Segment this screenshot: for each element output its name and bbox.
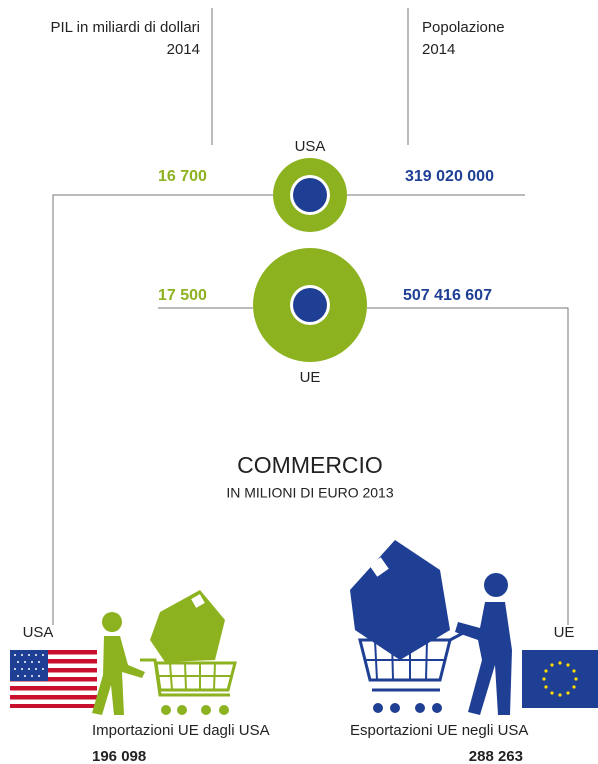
imports-value: 196 098 — [92, 748, 146, 764]
usa-circle — [273, 158, 347, 232]
exports-value: 288 263 — [469, 748, 523, 764]
import-cart-icon — [92, 590, 237, 715]
population-year: 2014 — [422, 41, 455, 58]
imports-label: Importazioni UE dagli USA — [92, 722, 270, 739]
usa-label: USA — [295, 138, 326, 155]
population-label: Popolazione — [422, 19, 505, 36]
us-flag — [10, 650, 97, 708]
usa-gdp: 16 700 — [158, 168, 207, 185]
imports-country: USA — [23, 624, 54, 641]
eu-label: UE — [300, 369, 321, 386]
eu-circle — [253, 248, 367, 362]
gdp-year: 2014 — [167, 41, 200, 58]
eu-gdp: 17 500 — [158, 287, 207, 304]
export-cart-icon — [350, 540, 512, 715]
eu-population: 507 416 607 — [403, 287, 492, 304]
trade-title: COMMERCIO — [237, 452, 383, 478]
exports-country: UE — [554, 624, 575, 641]
exports-label: Esportazioni UE negli USA — [350, 722, 528, 739]
eu-flag — [522, 650, 598, 708]
gdp-label: PIL in miliardi di dollari — [50, 19, 200, 36]
usa-population: 319 020 000 — [405, 168, 494, 185]
connectors — [52, 8, 569, 625]
trade-subtitle: IN MILIONI DI EURO 2013 — [226, 485, 393, 501]
